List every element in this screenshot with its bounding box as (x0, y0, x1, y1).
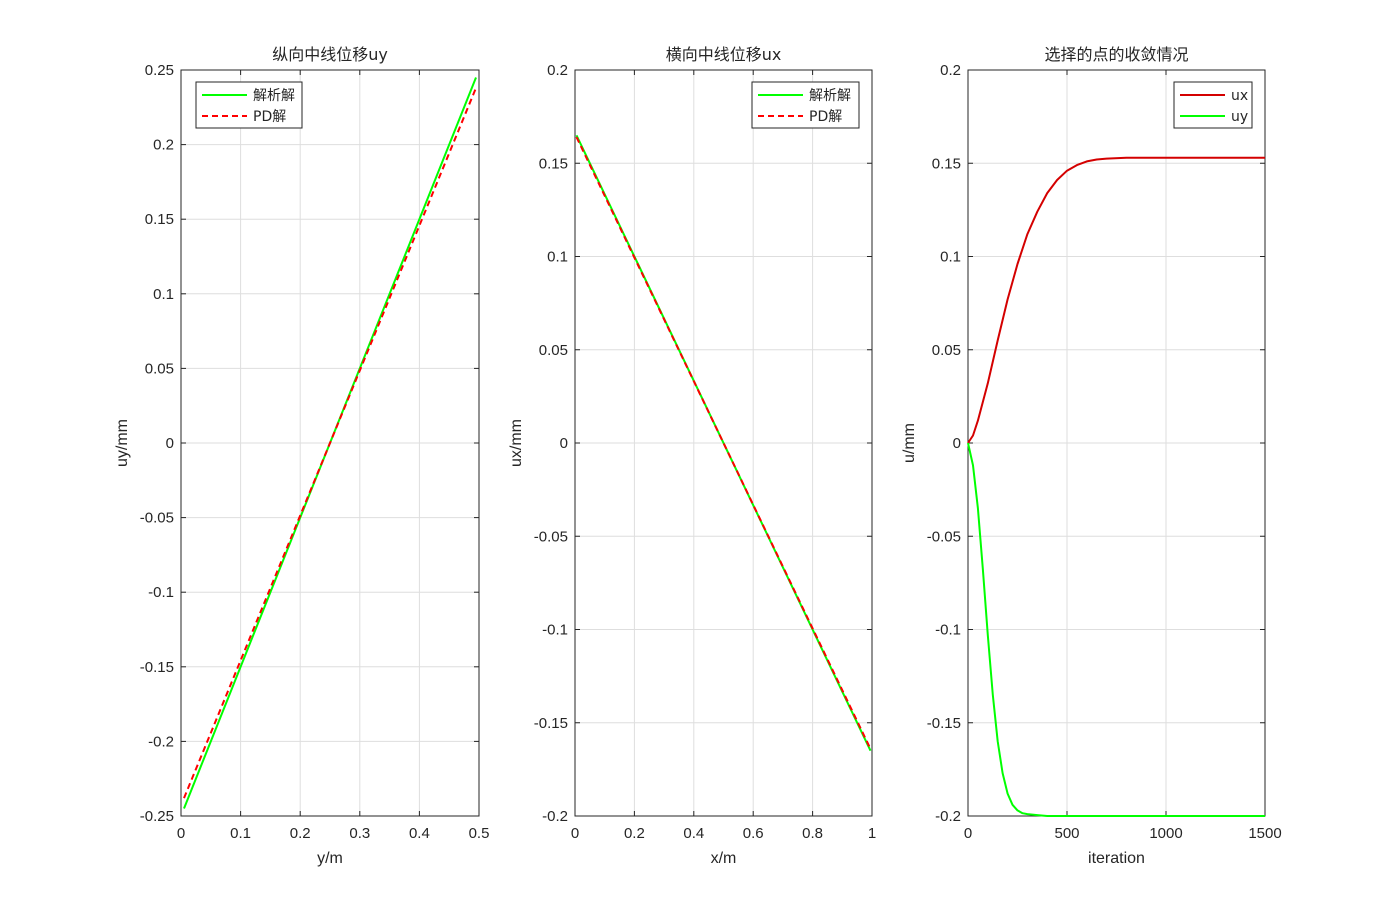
x-tick-label: 0.1 (230, 825, 251, 842)
chart-title: 纵向中线位移uy (272, 45, 388, 64)
y-tick-label: -0.05 (534, 528, 568, 545)
series-line (183, 87, 477, 799)
x-tick-label: 1 (868, 825, 876, 842)
y-axis-label: ux/mm (508, 419, 525, 467)
chart-2: 0 0.2 0.4 0.6 0.8 1 -0.2 -0.15 -0.1 -0.05 0 0.05 0.1… (508, 45, 876, 867)
y-tick-label: 0.2 (940, 62, 961, 79)
legend-label: 解析解 (253, 88, 295, 104)
legend-label: 解析解 (809, 88, 851, 104)
x-tick-label: 0 (571, 825, 579, 842)
legend: 解析解 PD解 (751, 81, 860, 129)
x-tick-label: 0 (177, 825, 185, 842)
x-tick-label: 0.3 (349, 825, 370, 842)
x-axis-label: iteration (1088, 850, 1145, 867)
x-tick-label: 0.5 (469, 825, 490, 842)
y-tick-label: -0.2 (935, 808, 961, 825)
x-tick-label: 500 (1054, 825, 1079, 842)
legend-label: PD解 (809, 109, 842, 125)
x-axis-label: y/m (317, 850, 343, 867)
y-tick-label: -0.25 (140, 808, 174, 825)
chart-title: 横向中线位移ux (666, 45, 782, 64)
y-axis-label: u/mm (901, 423, 918, 463)
y-tick-label: 0.2 (547, 62, 568, 79)
legend-box (1173, 81, 1253, 129)
y-tick-label: 0 (166, 435, 174, 452)
series-line (967, 156, 1265, 444)
chart-title: 选择的点的收敛情况 (1044, 45, 1188, 64)
y-tick-label: 0.1 (547, 249, 568, 266)
x-tick-label: 0 (964, 825, 972, 842)
y-tick-label: -0.05 (140, 510, 174, 527)
x-tick-label: 0.2 (624, 825, 645, 842)
series-line (967, 442, 1265, 817)
y-tick-label: -0.05 (927, 528, 961, 545)
y-tick-label: -0.1 (542, 622, 568, 639)
x-axis-label: x/m (711, 850, 737, 867)
series-line (575, 136, 872, 750)
y-tick-label: -0.15 (534, 715, 568, 732)
x-tick-label: 1000 (1149, 825, 1182, 842)
y-tick-label: 0.2 (153, 137, 174, 154)
x-tick-label: 0.2 (290, 825, 311, 842)
legend-label: ux (1231, 88, 1248, 104)
y-tick-label: 0.1 (153, 286, 174, 303)
x-tick-label: 1500 (1248, 825, 1281, 842)
legend-label: PD解 (253, 109, 286, 125)
y-tick-label: 0.15 (539, 155, 568, 172)
y-tick-label: 0.1 (940, 249, 961, 266)
y-tick-label: 0.05 (539, 342, 568, 359)
y-tick-label: -0.1 (935, 622, 961, 639)
y-tick-label: 0.05 (932, 342, 961, 359)
y-tick-label: -0.15 (927, 715, 961, 732)
y-tick-label: 0.15 (145, 211, 174, 228)
y-axis-label: uy/mm (114, 419, 131, 467)
x-tick-label: 0.6 (743, 825, 764, 842)
y-tick-label: 0.15 (932, 155, 961, 172)
legend: 解析解 PD解 (195, 81, 303, 129)
y-tick-label: 0.25 (145, 62, 174, 79)
legend-label: uy (1231, 109, 1248, 125)
x-tick-label: 0.8 (802, 825, 823, 842)
y-tick-label: -0.2 (148, 733, 174, 750)
y-tick-label: -0.2 (542, 808, 568, 825)
chart-1: 0 0.1 0.2 0.3 0.4 0.5 -0.25 -0.2 -0.15 -0.1 -0.05 0… (114, 45, 489, 867)
x-tick-label: 0.4 (683, 825, 704, 842)
y-tick-label: 0 (560, 435, 568, 452)
y-tick-label: 0.05 (145, 360, 174, 377)
legend-box (751, 81, 860, 129)
y-tick-label: 0 (953, 435, 961, 452)
legend: ux uy (1173, 81, 1253, 129)
y-tick-label: -0.15 (140, 659, 174, 676)
x-tick-label: 0.4 (409, 825, 430, 842)
y-tick-label: -0.1 (148, 584, 174, 601)
chart-3: 0 500 1000 1500 -0.2 -0.15 -0.1 -0.05 0 0.05 0.1 0.… (901, 45, 1282, 867)
legend-box (195, 81, 303, 129)
